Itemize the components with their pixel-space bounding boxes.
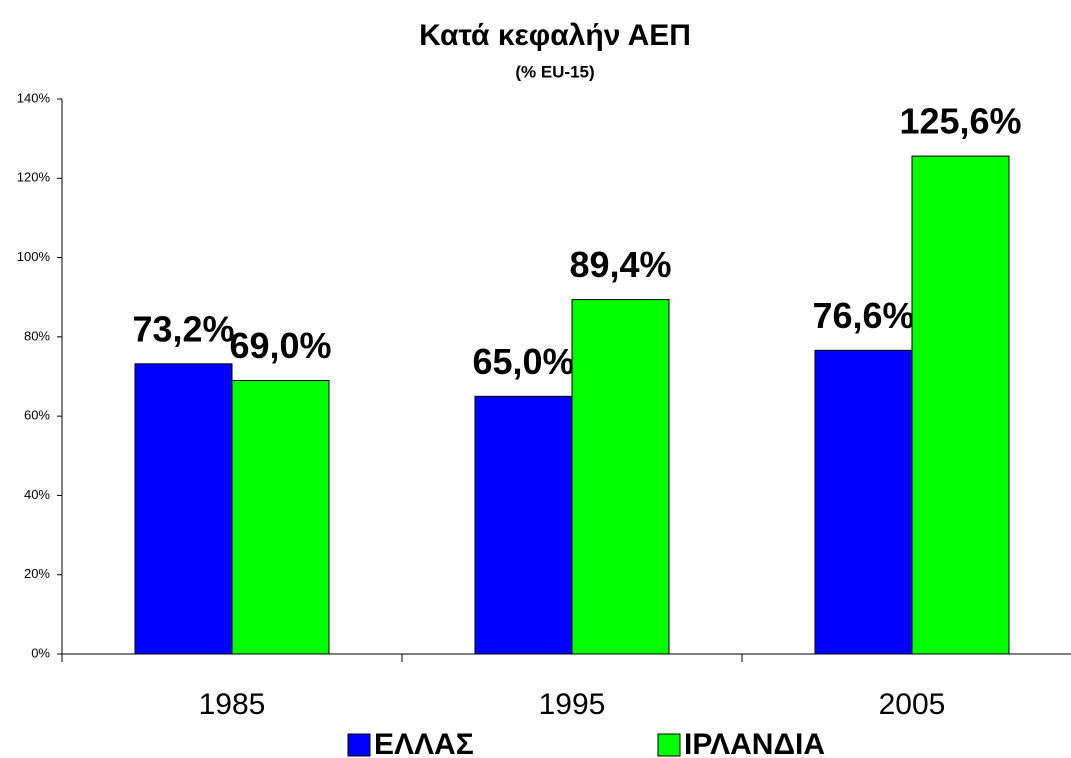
chart-subtitle: (% EU-15)	[515, 62, 594, 81]
data-label: 125,6%	[899, 101, 1021, 142]
y-tick-label: 140%	[17, 90, 51, 105]
data-label: 89,4%	[569, 244, 671, 285]
bar	[571, 299, 670, 655]
y-tick-label: 120%	[17, 170, 51, 185]
y-tick-label: 0%	[31, 645, 50, 660]
bar	[231, 379, 330, 655]
x-tick-label: 1985	[199, 688, 266, 721]
bar	[814, 349, 913, 655]
y-tick-label: 80%	[24, 328, 50, 343]
bar	[134, 363, 233, 655]
y-tick-label: 20%	[24, 566, 50, 581]
chart-title: Κατά κεφαλήν ΑΕΠ	[419, 19, 691, 52]
legend-label: ΕΛΛΑΣ	[374, 728, 474, 758]
legend-swatch	[347, 733, 371, 757]
bar	[474, 395, 573, 655]
data-label: 69,0%	[229, 325, 331, 366]
legend-swatch	[657, 733, 681, 757]
y-tick-label: 40%	[24, 487, 50, 502]
y-tick-label: 60%	[24, 408, 50, 423]
data-label: 76,6%	[812, 295, 914, 336]
legend-label: ΙΡΛΑΝΔΙΑ	[684, 728, 825, 758]
y-tick-label: 100%	[17, 249, 51, 264]
data-label: 65,0%	[472, 341, 574, 382]
x-tick-label: 1995	[539, 688, 606, 721]
x-tick-label: 2005	[879, 688, 946, 721]
bar	[911, 155, 1010, 655]
data-label: 73,2%	[132, 308, 234, 349]
